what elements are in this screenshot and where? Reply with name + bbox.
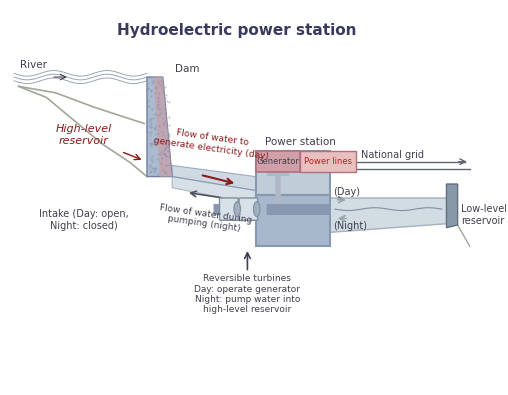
Ellipse shape xyxy=(253,202,260,216)
Text: Low-level
reservoir: Low-level reservoir xyxy=(461,204,507,226)
Text: Intake (Day: open,
Night: closed): Intake (Day: open, Night: closed) xyxy=(39,209,129,231)
FancyBboxPatch shape xyxy=(239,198,258,220)
Polygon shape xyxy=(172,166,256,190)
FancyBboxPatch shape xyxy=(219,198,238,220)
Bar xyxy=(256,151,330,195)
Text: Power station: Power station xyxy=(265,137,336,147)
Bar xyxy=(256,151,300,172)
Polygon shape xyxy=(330,198,456,232)
Text: Power lines: Power lines xyxy=(304,157,353,166)
Text: (Day): (Day) xyxy=(333,187,360,197)
Text: Flow of water to
generate electricity (day): Flow of water to generate electricity (d… xyxy=(153,125,271,161)
Polygon shape xyxy=(172,177,256,205)
Ellipse shape xyxy=(234,202,240,216)
Text: (Night): (Night) xyxy=(333,221,367,231)
Text: Dam: Dam xyxy=(175,64,199,74)
Text: River: River xyxy=(20,60,47,70)
Text: Generator: Generator xyxy=(257,157,300,166)
Text: Flow of water during
pumping (night): Flow of water during pumping (night) xyxy=(157,203,252,235)
Text: Hydroelectric power station: Hydroelectric power station xyxy=(116,23,356,38)
Text: National grid: National grid xyxy=(361,150,424,160)
Polygon shape xyxy=(147,77,172,177)
Polygon shape xyxy=(153,77,172,177)
Polygon shape xyxy=(447,184,458,228)
Bar xyxy=(300,151,356,172)
Bar xyxy=(256,195,330,246)
Text: Reversible turbines
Day: operate generator
Night: pump water into
high-level res: Reversible turbines Day: operate generat… xyxy=(195,274,300,314)
Text: High-level
reservoir: High-level reservoir xyxy=(55,124,112,145)
